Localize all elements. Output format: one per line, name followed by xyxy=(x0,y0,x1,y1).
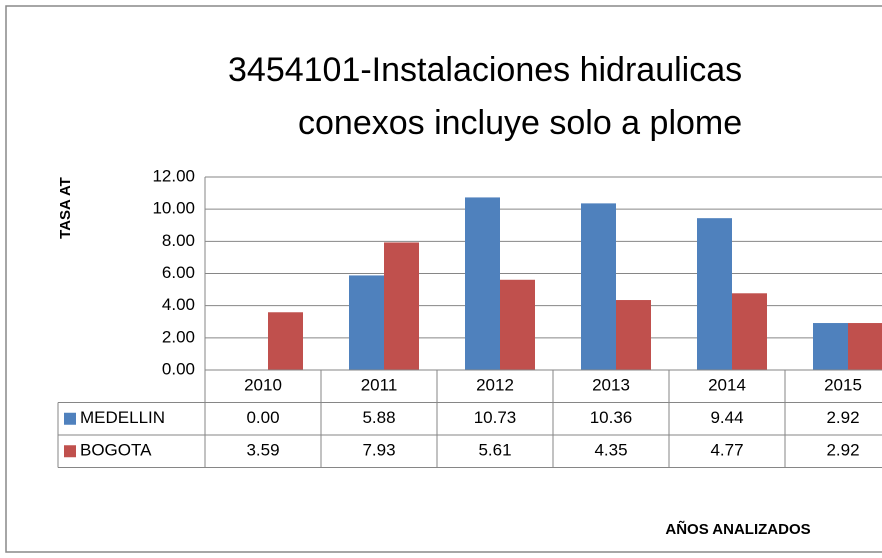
bar xyxy=(500,279,535,370)
legend-label: MEDELLIN xyxy=(80,408,165,427)
legend-swatch xyxy=(64,412,76,425)
x-tick-label: 2013 xyxy=(592,376,630,395)
table-cell: 5.61 xyxy=(478,441,511,460)
table-cell: 9.44 xyxy=(710,408,743,427)
x-tick-label: 2012 xyxy=(476,376,514,395)
bar xyxy=(813,323,848,370)
y-tick-label: 2.00 xyxy=(162,327,195,346)
y-axis-label: TASA AT xyxy=(57,177,74,239)
table-cell: 0.00 xyxy=(246,408,279,427)
y-tick-label: 4.00 xyxy=(162,295,195,314)
y-tick-label: 12.00 xyxy=(152,166,195,185)
bar xyxy=(268,312,303,370)
x-axis-label: AÑOS ANALIZADOS xyxy=(665,520,810,538)
x-tick-label: 2011 xyxy=(361,376,398,395)
table-cell: 7.93 xyxy=(362,441,395,460)
table-cell: 2.92 xyxy=(826,408,859,427)
bar xyxy=(848,323,882,370)
bar xyxy=(465,197,500,370)
table-cell: 3.59 xyxy=(246,441,279,460)
table-cell: 4.35 xyxy=(594,441,627,460)
table-cell: 2.92 xyxy=(826,441,859,460)
table-cell: 5.88 xyxy=(362,408,395,427)
y-tick-label: 0.00 xyxy=(162,359,195,378)
bar xyxy=(581,203,616,370)
table-cell: 10.36 xyxy=(590,408,633,427)
bar xyxy=(384,242,419,370)
bar xyxy=(697,218,732,370)
x-tick-label: 2015 xyxy=(824,376,862,395)
y-tick-label: 6.00 xyxy=(162,263,195,282)
x-tick-label: 2014 xyxy=(708,376,746,395)
bar xyxy=(732,293,767,370)
table-cell: 4.77 xyxy=(710,441,743,460)
y-tick-label: 10.00 xyxy=(152,199,195,218)
y-tick-label: 8.00 xyxy=(162,231,195,250)
chart-title: conexos incluye solo a plome xyxy=(298,104,742,142)
legend-swatch xyxy=(64,445,76,458)
bar xyxy=(349,275,384,370)
chart-title: 3454101-Instalaciones hidraulicas xyxy=(228,51,742,89)
legend-label: BOGOTA xyxy=(80,441,152,460)
bar xyxy=(616,300,651,370)
chart-border xyxy=(5,5,882,553)
table-cell: 10.73 xyxy=(474,408,517,427)
x-tick-label: 2010 xyxy=(244,376,282,395)
